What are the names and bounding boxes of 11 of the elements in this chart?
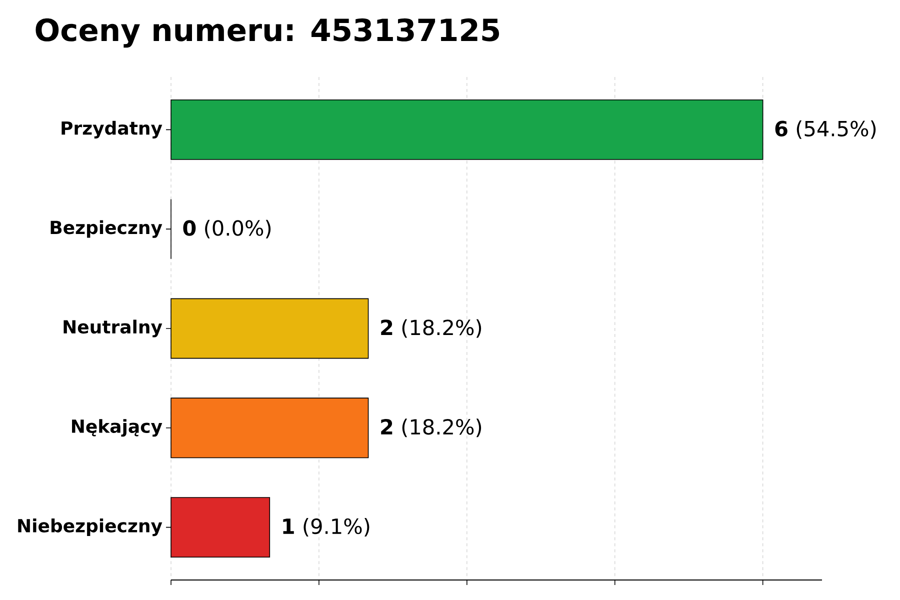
data-label: 0 (0.0%) xyxy=(183,220,271,238)
chart-title: Oceny numeru: 453137125 xyxy=(36,18,500,48)
y-tick-label: Bezpieczny xyxy=(50,220,162,238)
y-tick-label: Neutralny xyxy=(64,320,162,338)
data-label: 2 (18.2%) xyxy=(381,418,482,438)
data-label: 2 (18.2%) xyxy=(381,319,482,338)
y-tick-label: Niebezpieczny xyxy=(18,518,162,536)
data-label: 1 (9.1%) xyxy=(283,518,370,537)
data-label: 6 (54.5%) xyxy=(775,120,876,139)
y-tick-label: Przydatny xyxy=(62,120,162,138)
y-tick-label: Nękający xyxy=(72,419,162,437)
